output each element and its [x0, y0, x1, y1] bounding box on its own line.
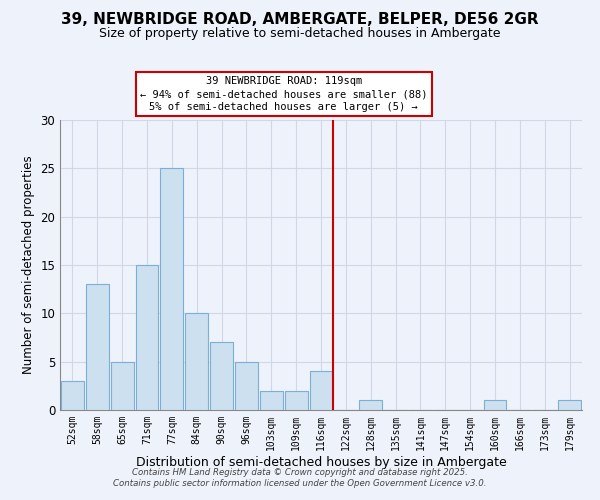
- Bar: [160, 168, 183, 410]
- Bar: [310, 372, 332, 410]
- Bar: [136, 265, 158, 410]
- Bar: [484, 400, 506, 410]
- Bar: [235, 362, 258, 410]
- Bar: [111, 362, 134, 410]
- Bar: [558, 400, 581, 410]
- Bar: [61, 381, 84, 410]
- Bar: [185, 314, 208, 410]
- Bar: [210, 342, 233, 410]
- Bar: [359, 400, 382, 410]
- X-axis label: Distribution of semi-detached houses by size in Ambergate: Distribution of semi-detached houses by …: [136, 456, 506, 468]
- Text: 39, NEWBRIDGE ROAD, AMBERGATE, BELPER, DE56 2GR: 39, NEWBRIDGE ROAD, AMBERGATE, BELPER, D…: [61, 12, 539, 28]
- Bar: [86, 284, 109, 410]
- Bar: [285, 390, 308, 410]
- Text: Contains HM Land Registry data © Crown copyright and database right 2025.
Contai: Contains HM Land Registry data © Crown c…: [113, 468, 487, 487]
- Text: Size of property relative to semi-detached houses in Ambergate: Size of property relative to semi-detach…: [99, 28, 501, 40]
- Y-axis label: Number of semi-detached properties: Number of semi-detached properties: [22, 156, 35, 374]
- Bar: [260, 390, 283, 410]
- Text: 39 NEWBRIDGE ROAD: 119sqm
← 94% of semi-detached houses are smaller (88)
5% of s: 39 NEWBRIDGE ROAD: 119sqm ← 94% of semi-…: [140, 76, 427, 112]
